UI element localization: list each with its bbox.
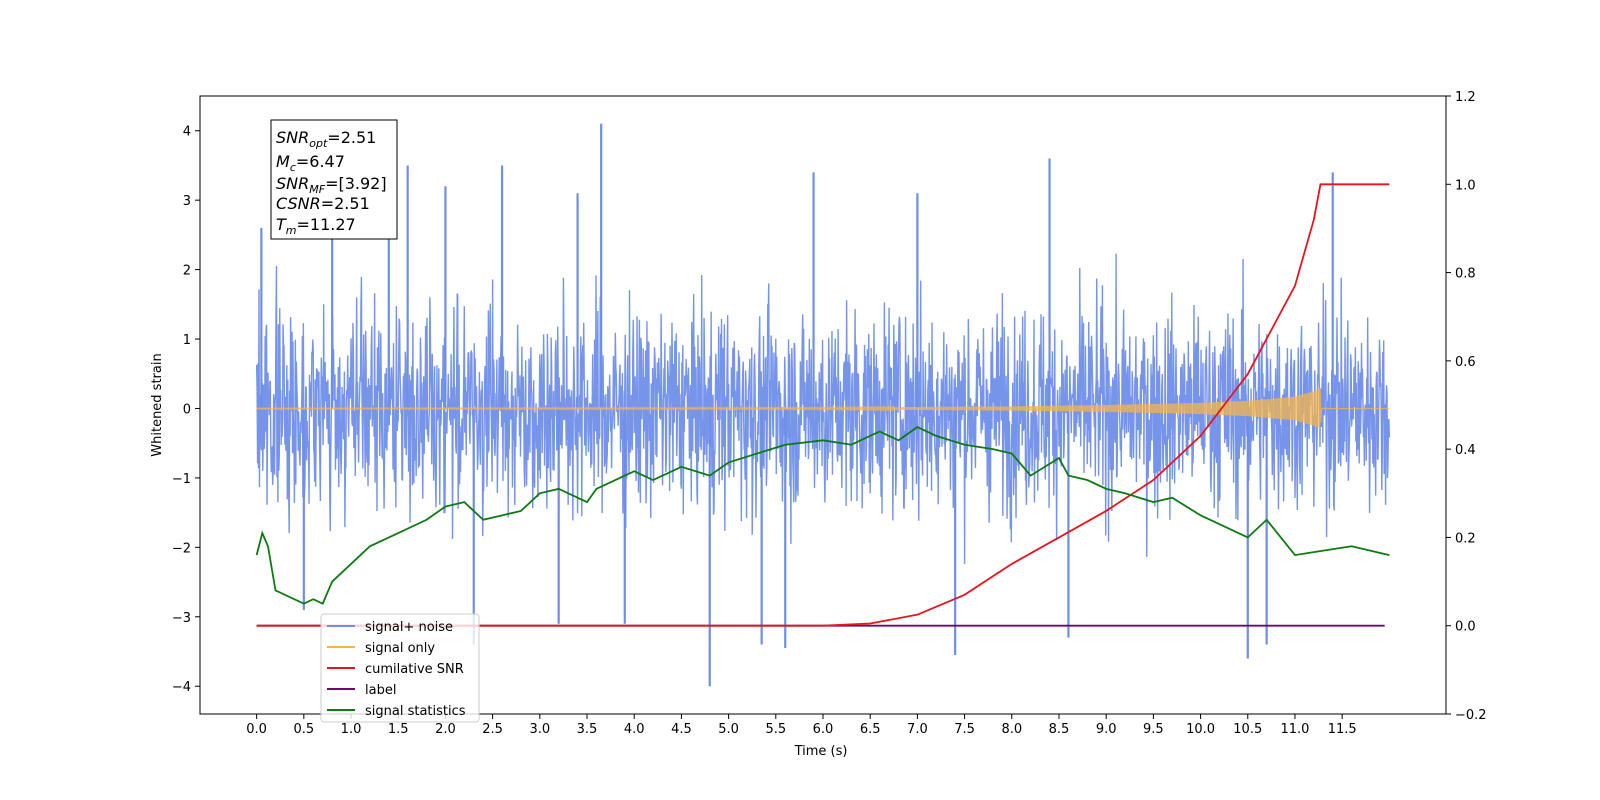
legend-frame <box>320 613 480 723</box>
x-tick-label: 4.0 <box>624 722 645 737</box>
x-tick-label: 5.5 <box>765 722 786 737</box>
y2-tick-label: 0.2 <box>1455 531 1476 546</box>
x-tick-label: 8.0 <box>1001 722 1022 737</box>
x-tick-label: 8.5 <box>1049 722 1070 737</box>
signal-only-layer <box>256 387 1390 429</box>
x-tick-label: 9.0 <box>1096 722 1117 737</box>
series-cumulative-snr <box>256 183 1390 627</box>
annotation-frame <box>270 119 398 240</box>
y-tick-label: 2 <box>183 264 191 279</box>
x-tick-label: 1.5 <box>388 722 409 737</box>
annotation-line: SNRMF=[3.92] <box>276 174 387 196</box>
y-tick-label: 3 <box>183 194 191 209</box>
legend-entry: signal+ noise <box>365 620 453 635</box>
annotation-line: SNRopt=2.51 <box>276 128 376 150</box>
x-tick-label: 6.0 <box>813 722 834 737</box>
y-tick-label: −4 <box>172 680 191 695</box>
annotation-line: Tm=11.27 <box>276 215 356 237</box>
legend: signal+ noise signal only cumilative SNR la… <box>320 613 480 723</box>
y-tick-label: −3 <box>172 611 191 626</box>
y2-tick-label: 0.8 <box>1455 267 1476 282</box>
annotation-line: CSNR=2.51 <box>276 194 370 213</box>
legend-entry: cumilative SNR <box>365 662 464 677</box>
x-tick-label: 4.5 <box>671 722 692 737</box>
x-tick-label: 1.0 <box>341 722 362 737</box>
y-tick-label: 0 <box>183 402 191 417</box>
x-tick-label: 11.0 <box>1280 722 1309 737</box>
x-tick-label: 3.0 <box>529 722 550 737</box>
y-tick-label: −2 <box>172 541 191 556</box>
x-axis-ticks: 0.0 0.5 1.0 1.5 2.0 2.5 3.0 3.5 4.0 4.5 5.0 5.5 6.0 6… <box>246 714 1357 737</box>
legend-entry: label <box>365 683 396 698</box>
y2-tick-label: 0.4 <box>1455 443 1476 458</box>
y2-tick-label: 1.2 <box>1455 90 1476 105</box>
x-tick-label: 0.0 <box>246 722 267 737</box>
signal-noise-layer <box>255 123 1391 687</box>
y2-tick-label: 0.6 <box>1455 355 1476 370</box>
x-tick-label: 7.5 <box>954 722 975 737</box>
x-tick-label: 10.0 <box>1186 722 1215 737</box>
legend-entry: signal statistics <box>365 704 466 719</box>
y-tick-label: 4 <box>183 125 191 140</box>
x-tick-label: 11.5 <box>1328 722 1357 737</box>
series-signal-only <box>256 387 1390 429</box>
y-tick-label: 1 <box>183 333 191 348</box>
x-tick-label: 2.0 <box>435 722 456 737</box>
annotation-line: Mc=6.47 <box>276 152 345 174</box>
x-tick-label: 5.0 <box>718 722 739 737</box>
y2-axis-ticks: −0.2 0.0 0.2 0.4 0.6 0.8 1.0 1.2 <box>1446 90 1487 723</box>
legend-entry: signal only <box>365 641 435 656</box>
x-tick-label: 3.5 <box>577 722 598 737</box>
x-tick-label: 2.5 <box>482 722 503 737</box>
series-signal-statistics <box>255 426 1390 605</box>
x-tick-label: 0.5 <box>293 722 314 737</box>
y-axis-label: Whitened strain <box>150 353 165 456</box>
y2-tick-label: 1.0 <box>1455 178 1476 193</box>
plot-area <box>255 123 1391 687</box>
x-tick-label: 6.5 <box>860 722 881 737</box>
y2-tick-label: 0.0 <box>1455 620 1476 635</box>
x-tick-label: 10.5 <box>1233 722 1262 737</box>
x-tick-label: 7.0 <box>907 722 928 737</box>
x-axis-label: Time (s) <box>794 744 848 759</box>
series-signal-noise <box>255 253 1391 565</box>
x-tick-label: 9.5 <box>1143 722 1164 737</box>
y-axis-ticks: −4 −3 −2 −1 0 1 2 3 4 <box>172 125 200 695</box>
y-tick-label: −1 <box>172 472 191 487</box>
y2-tick-label: −0.2 <box>1455 708 1487 723</box>
